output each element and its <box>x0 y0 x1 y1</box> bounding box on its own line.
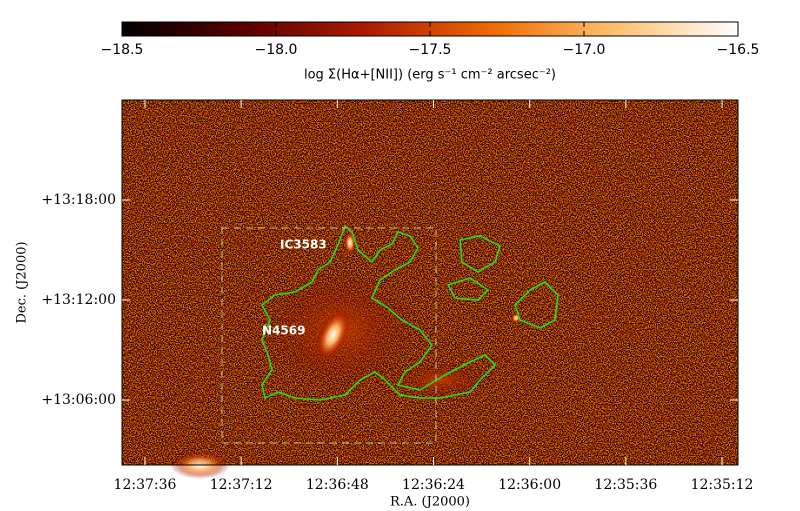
colorbar-tick-label: −16.5 <box>717 42 760 58</box>
x-tick-label: 12:36:00 <box>498 477 561 493</box>
x-tick-label: 12:36:24 <box>402 477 465 493</box>
x-axis-label: R.A. (J2000) <box>390 495 470 510</box>
x-tick-label: 12:37:12 <box>210 477 273 493</box>
y-axis-label: Dec. (J2000) <box>15 241 30 323</box>
y-tick-label: +13:12:00 <box>41 292 116 308</box>
colorbar-tick-label: −17.5 <box>409 42 452 58</box>
annotation: N4569 <box>262 324 305 338</box>
x-tick-label: 12:35:36 <box>594 477 657 493</box>
annotation: IC3583 <box>280 238 327 252</box>
plot-frame <box>121 99 739 466</box>
x-tick-label: 12:35:12 <box>691 477 754 493</box>
x-tick-label: 12:36:48 <box>306 477 369 493</box>
colorbar-tick-label: −18.0 <box>255 42 298 58</box>
colorbar-label: log Σ(Hα+[NII]) (erg s⁻¹ cm⁻² arcsec⁻²) <box>304 68 556 83</box>
y-tick-label: +13:06:00 <box>41 392 116 408</box>
colorbar-tick-label: −18.5 <box>101 42 144 58</box>
x-tick-label: 12:37:36 <box>114 477 177 493</box>
colorbar-tick-label: −17.0 <box>563 42 606 58</box>
y-tick-label: +13:18:00 <box>41 192 116 208</box>
image <box>122 100 738 479</box>
